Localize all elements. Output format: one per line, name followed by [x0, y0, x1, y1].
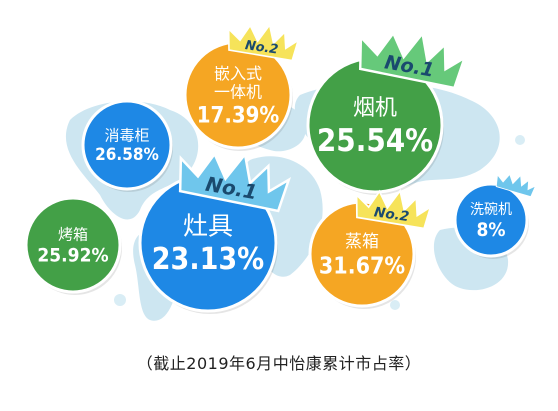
bubble-category-label: 洗碗机 [470, 202, 512, 218]
bubble-value-label: 17.39% [197, 104, 280, 129]
bubble-category-label: 消毒柜 [104, 127, 149, 145]
bubble-value-label: 8% [476, 219, 505, 241]
bubbles-layer: 嵌入式一体机17.39%No.2消毒柜26.58%烟机25.54%No.1灶具2… [24, 23, 537, 314]
footnote-caption: （截止2019年6月中怡康累计市占率） [136, 354, 422, 373]
bubble-circle [24, 196, 122, 294]
rank-badge-label: No.2 [373, 204, 410, 225]
crown-icon [495, 173, 537, 198]
bubble-category-label: 烟机 [353, 96, 397, 121]
bubble-value-label: 26.58% [95, 145, 159, 165]
bubble-value-label: 23.13% [152, 242, 264, 277]
crown-icon: No.2 [355, 188, 432, 230]
bubble-category-label: 嵌入式一体机 [214, 64, 262, 101]
bubble-value-label: 25.92% [37, 244, 108, 266]
crown-icon: No.2 [227, 23, 300, 62]
bubble-value-label: 31.67% [319, 253, 405, 279]
crown-icon: No.1 [178, 151, 292, 213]
crown-icon: No.1 [359, 30, 467, 90]
bubble-category-label: 烤箱 [58, 225, 88, 243]
bubble-circle [453, 182, 529, 258]
bubble-circle [81, 99, 173, 191]
bubble-category-label: 蒸箱 [345, 232, 379, 252]
bubble-1: 嵌入式一体机 17.39% No.2 [183, 23, 300, 151]
bubble-category-label: 灶具 [183, 212, 233, 241]
rank-badge-label: No.2 [244, 38, 279, 57]
bubble-value-label: 25.54% [317, 123, 433, 159]
